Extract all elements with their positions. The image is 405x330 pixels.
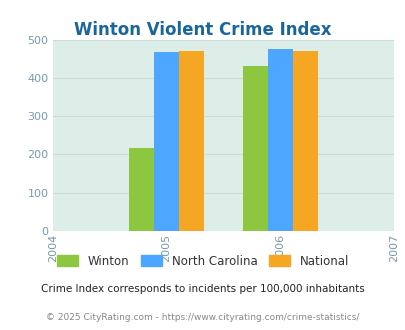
Bar bbox=[292, 51, 317, 231]
Bar bbox=[267, 49, 292, 231]
Legend: Winton, North Carolina, National: Winton, North Carolina, National bbox=[52, 250, 353, 273]
Bar bbox=[179, 51, 203, 231]
Text: Crime Index corresponds to incidents per 100,000 inhabitants: Crime Index corresponds to incidents per… bbox=[41, 284, 364, 294]
Bar bbox=[242, 66, 267, 231]
Text: Winton Violent Crime Index: Winton Violent Crime Index bbox=[74, 21, 331, 39]
Bar bbox=[129, 148, 153, 231]
Bar bbox=[153, 52, 179, 231]
Text: © 2025 CityRating.com - https://www.cityrating.com/crime-statistics/: © 2025 CityRating.com - https://www.city… bbox=[46, 313, 359, 322]
